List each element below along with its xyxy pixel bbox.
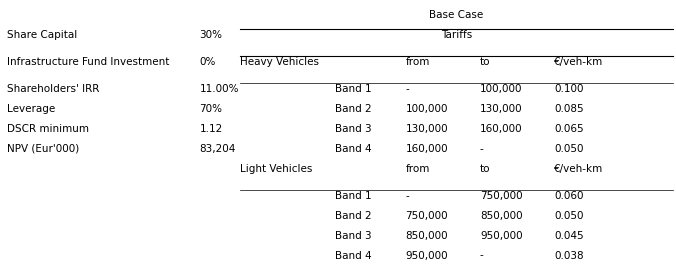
Text: 130,000: 130,000 xyxy=(480,104,523,114)
Text: 0.045: 0.045 xyxy=(554,231,584,241)
Text: Light Vehicles: Light Vehicles xyxy=(240,164,312,174)
Text: 0.038: 0.038 xyxy=(554,251,584,261)
Text: Leverage: Leverage xyxy=(7,104,55,114)
Text: 850,000: 850,000 xyxy=(406,231,448,241)
Text: from: from xyxy=(406,57,430,67)
Text: -: - xyxy=(406,191,410,201)
Text: 100,000: 100,000 xyxy=(480,84,523,94)
Text: Band 1: Band 1 xyxy=(335,84,371,94)
Text: to: to xyxy=(480,57,491,67)
Text: 950,000: 950,000 xyxy=(406,251,448,261)
Text: 0%: 0% xyxy=(199,57,216,67)
Text: 100,000: 100,000 xyxy=(406,104,448,114)
Text: 0.065: 0.065 xyxy=(554,124,584,134)
Text: 160,000: 160,000 xyxy=(406,144,448,154)
Text: Share Capital: Share Capital xyxy=(7,30,77,40)
Text: 750,000: 750,000 xyxy=(406,211,448,221)
Text: 160,000: 160,000 xyxy=(480,124,523,134)
Text: 11.00%: 11.00% xyxy=(199,84,239,94)
Text: Band 3: Band 3 xyxy=(335,231,371,241)
Text: Shareholders' IRR: Shareholders' IRR xyxy=(7,84,99,94)
Text: NPV (Eur'000): NPV (Eur'000) xyxy=(7,144,79,154)
Text: €/veh-km: €/veh-km xyxy=(554,57,604,67)
Text: Tariffs: Tariffs xyxy=(441,30,472,40)
Text: 130,000: 130,000 xyxy=(406,124,448,134)
Text: 0.050: 0.050 xyxy=(554,144,584,154)
Text: 850,000: 850,000 xyxy=(480,211,523,221)
Text: 0.060: 0.060 xyxy=(554,191,584,201)
Text: -: - xyxy=(480,144,484,154)
Text: DSCR minimum: DSCR minimum xyxy=(7,124,89,134)
Text: 83,204: 83,204 xyxy=(199,144,236,154)
Text: Band 2: Band 2 xyxy=(335,104,371,114)
Text: Band 4: Band 4 xyxy=(335,251,371,261)
Text: Band 4: Band 4 xyxy=(335,144,371,154)
Text: Base Case: Base Case xyxy=(429,10,483,20)
Text: Band 3: Band 3 xyxy=(335,124,371,134)
Text: 1.12: 1.12 xyxy=(199,124,222,134)
Text: 750,000: 750,000 xyxy=(480,191,523,201)
Text: 70%: 70% xyxy=(199,104,222,114)
Text: -: - xyxy=(480,251,484,261)
Text: 0.050: 0.050 xyxy=(554,211,584,221)
Text: Band 1: Band 1 xyxy=(335,191,371,201)
Text: Infrastructure Fund Investment: Infrastructure Fund Investment xyxy=(7,57,169,67)
Text: 950,000: 950,000 xyxy=(480,231,523,241)
Text: from: from xyxy=(406,164,430,174)
Text: €/veh-km: €/veh-km xyxy=(554,164,604,174)
Text: 0.100: 0.100 xyxy=(554,84,584,94)
Text: Heavy Vehicles: Heavy Vehicles xyxy=(240,57,319,67)
Text: 30%: 30% xyxy=(199,30,222,40)
Text: Band 2: Band 2 xyxy=(335,211,371,221)
Text: 0.085: 0.085 xyxy=(554,104,584,114)
Text: -: - xyxy=(406,84,410,94)
Text: to: to xyxy=(480,164,491,174)
